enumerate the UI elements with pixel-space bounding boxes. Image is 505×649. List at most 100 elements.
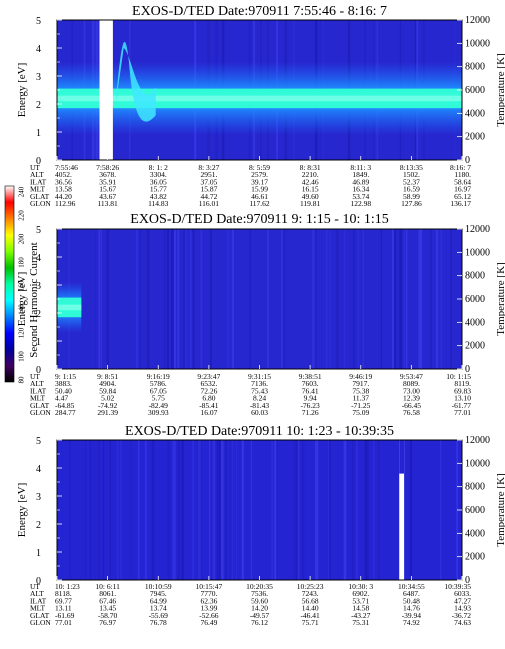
colorbar-tick-label: 140 <box>18 304 26 315</box>
spectrogram-streak <box>200 229 203 369</box>
y2-tick-label: 8000 <box>465 482 485 493</box>
spectrogram-streak <box>177 229 180 369</box>
table-cell: 7603. <box>302 379 319 388</box>
table-cell: 44.72 <box>200 192 217 201</box>
spectrogram-streak <box>358 229 360 369</box>
spectrogram-streak <box>409 440 412 580</box>
table-cell: 12.39 <box>403 394 420 403</box>
table-cell: 59.60 <box>251 596 268 605</box>
table-cell: 44.20 <box>55 192 72 201</box>
y-tick-label: 3 <box>36 492 41 503</box>
spectrogram-streak <box>430 229 432 369</box>
spectrogram-streak <box>167 440 170 580</box>
spectrogram-streak <box>281 229 284 369</box>
table-cell: 8: 3:27 <box>198 163 219 172</box>
table-cell: 49.60 <box>302 192 319 201</box>
table-cell: 53.74 <box>352 192 369 201</box>
table-cell: 75.43 <box>251 386 268 395</box>
spectrogram-streak <box>364 440 367 580</box>
table-cell: 59.84 <box>99 386 116 395</box>
spectrogram-streak <box>98 440 100 580</box>
spectrogram-background <box>57 440 462 580</box>
table-row-label: ILAT <box>30 386 47 395</box>
y2-tick-label: 10000 <box>465 458 490 469</box>
spectrogram-streak <box>403 229 405 369</box>
table-cell: 65.12 <box>454 192 471 201</box>
table-cell: 10:10:59 <box>145 582 172 591</box>
spectrogram-streak <box>174 229 176 369</box>
table-cell: 15.77 <box>150 185 167 194</box>
table-cell: 7:58:26 <box>96 163 119 172</box>
plot-area <box>57 229 462 369</box>
spectrogram-streak <box>378 440 380 580</box>
spectrogram-streak <box>164 229 166 369</box>
table-cell: 13.10 <box>454 394 471 403</box>
colorbar-tick-label: 100 <box>18 351 26 362</box>
y2-tick-label: 4000 <box>465 528 485 539</box>
table-cell: 56.68 <box>302 596 319 605</box>
spectrogram-streak <box>394 229 397 369</box>
colorbar-tick-label: 180 <box>18 257 26 268</box>
table-cell: 9:53:47 <box>400 372 423 381</box>
plume <box>115 41 156 122</box>
table-cell: 4052. <box>55 170 72 179</box>
table-row-label: MLT <box>30 394 46 403</box>
spectrogram-streak <box>231 229 234 369</box>
table-cell: 117.62 <box>249 199 270 208</box>
table-cell: 10:25:23 <box>297 582 324 591</box>
table-cell: 74.63 <box>454 618 471 627</box>
table-cell: 15.99 <box>251 185 268 194</box>
table-cell: 14.20 <box>251 604 268 613</box>
table-cell: 14.76 <box>403 604 420 613</box>
table-cell: 16.59 <box>403 185 420 194</box>
table-cell: 7136. <box>251 379 268 388</box>
panel-title: EXOS-D/TED Date:970911 7:55:46 - 8:16: 7 <box>132 4 387 19</box>
spectrogram-streak <box>181 440 184 580</box>
y-tick-label: 4 <box>36 253 41 264</box>
table-row-label: GLON <box>30 199 51 208</box>
spectrogram-streak <box>209 229 212 369</box>
table-cell: 6.80 <box>202 394 215 403</box>
table-cell: 1849. <box>352 170 369 179</box>
plot-area <box>57 20 462 160</box>
table-cell: 13.99 <box>200 604 217 613</box>
y2-tick-label: 6000 <box>465 505 485 516</box>
y2-axis-label: Temperature [K] <box>495 53 505 126</box>
spectrogram-streak <box>249 229 251 369</box>
spectrogram-streak <box>312 229 315 369</box>
y-tick-label: 4 <box>36 44 41 55</box>
table-cell: 73.00 <box>403 386 420 395</box>
table-cell: 2951. <box>200 170 217 179</box>
y-tick-label: 5 <box>36 225 41 236</box>
table-cell: 10: 6:11 <box>95 582 120 591</box>
y2-tick-label: 2000 <box>465 132 485 143</box>
table-cell: 76.97 <box>99 618 116 627</box>
table-cell: -74.92 <box>98 401 118 410</box>
spectrogram-streak <box>329 440 331 580</box>
spectrogram-streak <box>130 440 132 580</box>
y-tick-label: 5 <box>36 16 41 27</box>
spectrogram-streak <box>373 440 375 580</box>
table-cell: 7536. <box>251 589 268 598</box>
spectrogram-streak <box>225 440 227 580</box>
y-tick-label: 0 <box>36 156 41 167</box>
table-cell: 3678. <box>99 170 116 179</box>
spectrogram-streak <box>276 440 278 580</box>
table-cell: 16.07 <box>200 408 217 417</box>
table-cell: 9.94 <box>304 394 317 403</box>
table-cell: 113.81 <box>97 199 118 208</box>
spectrogram-streak <box>356 440 358 580</box>
table-cell: -39.94 <box>402 611 422 620</box>
table-cell: 9:31:15 <box>248 372 271 381</box>
table-cell: 6487. <box>403 589 420 598</box>
spectrogram-streak <box>343 440 347 580</box>
table-cell: 1502. <box>403 170 420 179</box>
y-tick-label: 2 <box>36 520 41 531</box>
table-cell: 52.37 <box>403 177 420 186</box>
table-cell: 50.40 <box>55 386 72 395</box>
spectrogram-streak <box>274 440 276 580</box>
table-cell: 9:23:47 <box>197 372 220 381</box>
table-row-label: UT <box>30 163 40 172</box>
y-tick-label: 0 <box>36 365 41 376</box>
y-axis-label: Energy [eV] <box>16 272 28 326</box>
